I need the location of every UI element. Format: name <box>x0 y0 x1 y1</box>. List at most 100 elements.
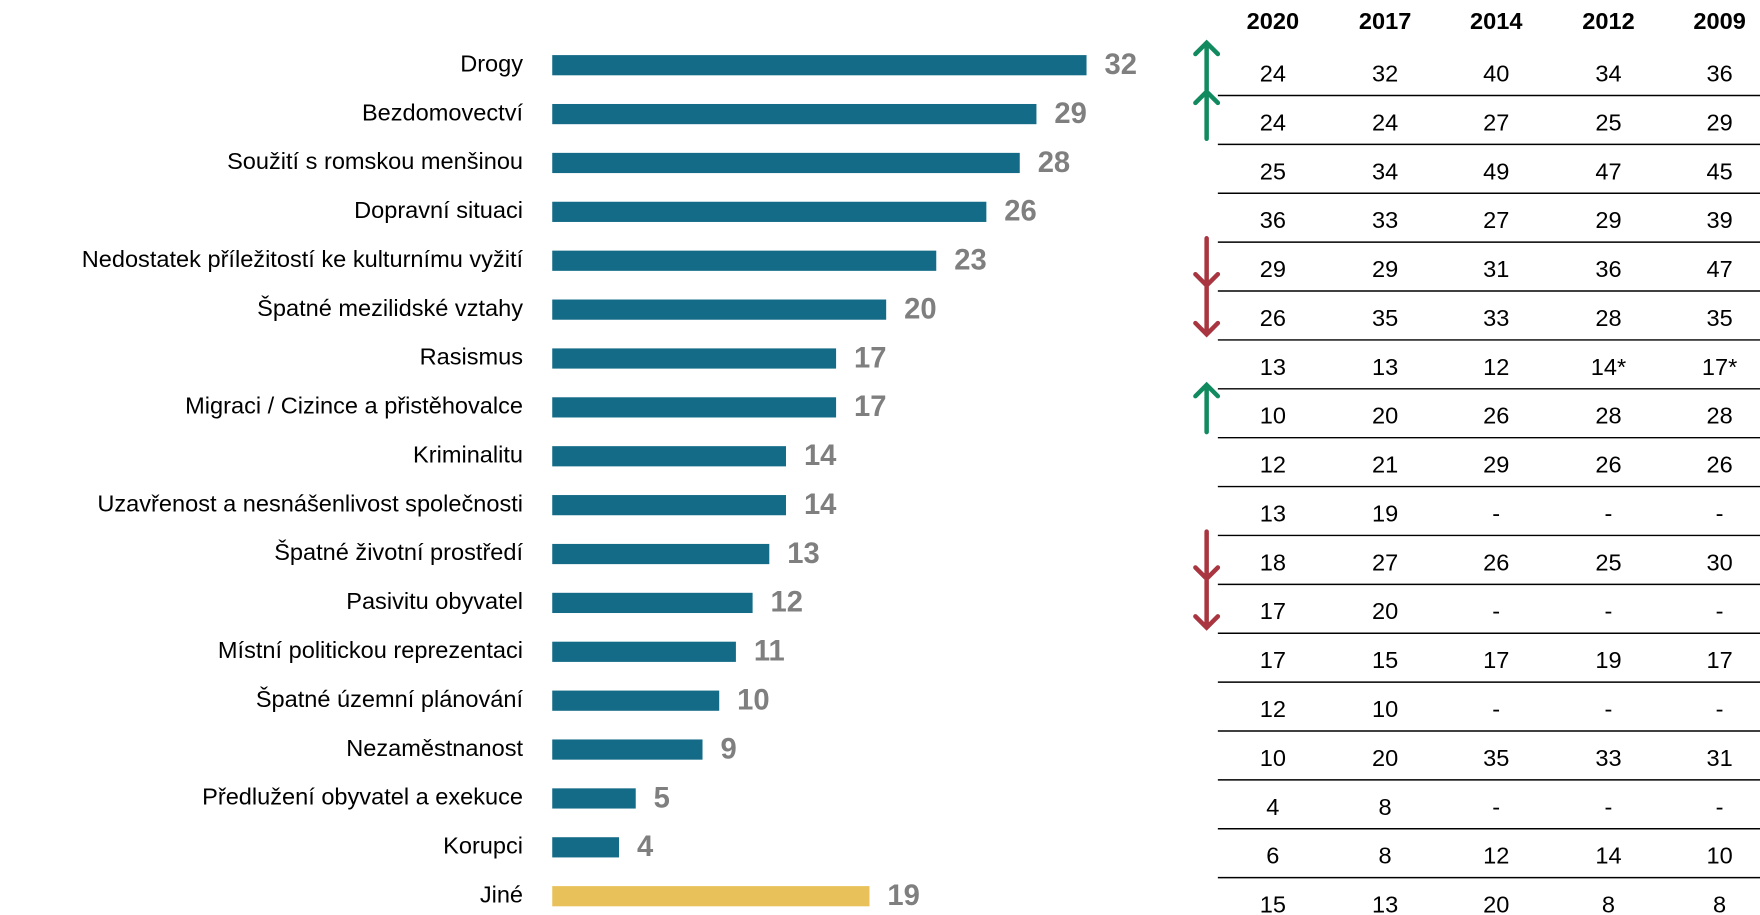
category-label: Korupci <box>443 833 523 859</box>
table-cell: 32 <box>1372 61 1398 87</box>
table-cell: 10 <box>1260 403 1286 429</box>
table-cell: 13 <box>1260 354 1286 380</box>
table-cell: 12 <box>1483 354 1509 380</box>
table-cell: 13 <box>1372 354 1398 380</box>
table-cell: 27 <box>1372 549 1398 575</box>
table-cell: 19 <box>1595 647 1621 673</box>
table-cell: 17* <box>1702 354 1737 380</box>
table-cell: 26 <box>1706 452 1732 478</box>
table-cell: 33 <box>1595 745 1621 771</box>
table-cell: 8 <box>1602 892 1615 915</box>
table-cell: 25 <box>1595 109 1621 135</box>
trend-arrow <box>1193 88 1221 142</box>
bar <box>552 201 987 222</box>
table-cell: 21 <box>1372 452 1398 478</box>
table-cell: 26 <box>1260 305 1286 331</box>
table-cell: 34 <box>1595 61 1621 87</box>
table-cell: 47 <box>1706 256 1732 282</box>
bar <box>552 837 620 858</box>
bar <box>552 788 636 809</box>
category-label: Špatné mezilidské vztahy <box>257 294 523 321</box>
table-cell: 35 <box>1372 305 1398 331</box>
column-header: 2020 <box>1247 8 1299 34</box>
table-cell: 20 <box>1372 745 1398 771</box>
bar <box>552 641 736 662</box>
bar <box>552 592 753 614</box>
table-cell: - <box>1716 500 1724 526</box>
table-cell: 36 <box>1595 256 1621 282</box>
table-cell: - <box>1492 598 1500 624</box>
table-cell: 18 <box>1260 549 1286 575</box>
table-cell: 29 <box>1483 452 1509 478</box>
table-cell: 20 <box>1483 892 1509 915</box>
table-cell: 17 <box>1483 647 1509 673</box>
table-cell: - <box>1605 598 1613 624</box>
table-cell: 26 <box>1483 403 1509 429</box>
column-header: 2014 <box>1470 8 1522 34</box>
category-label: Soužití s romskou menšinou <box>227 148 523 174</box>
table-cell: - <box>1716 696 1724 722</box>
table-cell: 14* <box>1591 354 1626 380</box>
table-cell: 29 <box>1260 256 1286 282</box>
table-cell: 47 <box>1595 158 1621 184</box>
table-cell: 29 <box>1706 109 1732 135</box>
table-cell: 29 <box>1372 256 1398 282</box>
bar <box>552 299 887 320</box>
category-label: Bezdomovectví <box>362 99 524 125</box>
table-cell: 31 <box>1483 256 1509 282</box>
table-cell: 27 <box>1483 207 1509 233</box>
category-label: Nezaměstnanost <box>346 735 523 761</box>
trend-arrow <box>1193 284 1221 338</box>
table-cell: 45 <box>1706 158 1732 184</box>
category-label: Předlužení obyvatel a exekuce <box>202 784 523 810</box>
table-cell: 33 <box>1483 305 1509 331</box>
value-label: 28 <box>1038 147 1070 179</box>
table-cell: 30 <box>1706 549 1732 575</box>
category-label: Migraci / Cizince a přistěhovalce <box>185 393 523 419</box>
table-cell: 26 <box>1483 549 1509 575</box>
table-cell: 10 <box>1260 745 1286 771</box>
value-label: 17 <box>854 342 886 374</box>
value-label: 26 <box>1004 196 1036 228</box>
table-cell: 10 <box>1706 843 1732 869</box>
table-cell: 6 <box>1266 843 1279 869</box>
category-label: Jiné <box>480 881 523 907</box>
table-cell: - <box>1716 598 1724 624</box>
table-cell: 14 <box>1595 843 1621 869</box>
table-cell: 19 <box>1372 500 1398 526</box>
bar <box>552 250 937 271</box>
value-label: 23 <box>954 245 986 277</box>
table-cell: 25 <box>1260 158 1286 184</box>
table-cell: 26 <box>1595 452 1621 478</box>
bar <box>552 495 786 516</box>
table-cell: - <box>1492 794 1500 820</box>
table-cell: - <box>1605 794 1613 820</box>
category-label: Kriminalitu <box>413 441 523 467</box>
table-cell: - <box>1716 794 1724 820</box>
trend-arrow <box>1193 381 1221 435</box>
column-header: 2012 <box>1582 8 1634 34</box>
table-cell: 8 <box>1379 794 1392 820</box>
table-cell: 25 <box>1595 549 1621 575</box>
table-cell: 28 <box>1595 305 1621 331</box>
value-label: 17 <box>854 391 886 423</box>
trend-arrow <box>1193 39 1221 93</box>
category-label: Rasismus <box>420 344 523 370</box>
bar <box>552 55 1087 76</box>
table-cell: 35 <box>1706 305 1732 331</box>
table-cell: 8 <box>1379 843 1392 869</box>
table-cell: 27 <box>1483 109 1509 135</box>
category-label: Špatné územní plánování <box>256 685 524 712</box>
table-cell: 12 <box>1260 452 1286 478</box>
table-cell: 15 <box>1372 647 1398 673</box>
category-label: Místní politickou reprezentaci <box>218 637 523 663</box>
table-cell: 10 <box>1372 696 1398 722</box>
trend-arrow <box>1193 578 1221 631</box>
table-cell: 33 <box>1372 207 1398 233</box>
table-cell: - <box>1605 696 1613 722</box>
table-cell: 24 <box>1260 61 1286 87</box>
bar <box>552 103 1037 125</box>
bar <box>552 739 703 760</box>
value-label: 10 <box>737 685 769 717</box>
